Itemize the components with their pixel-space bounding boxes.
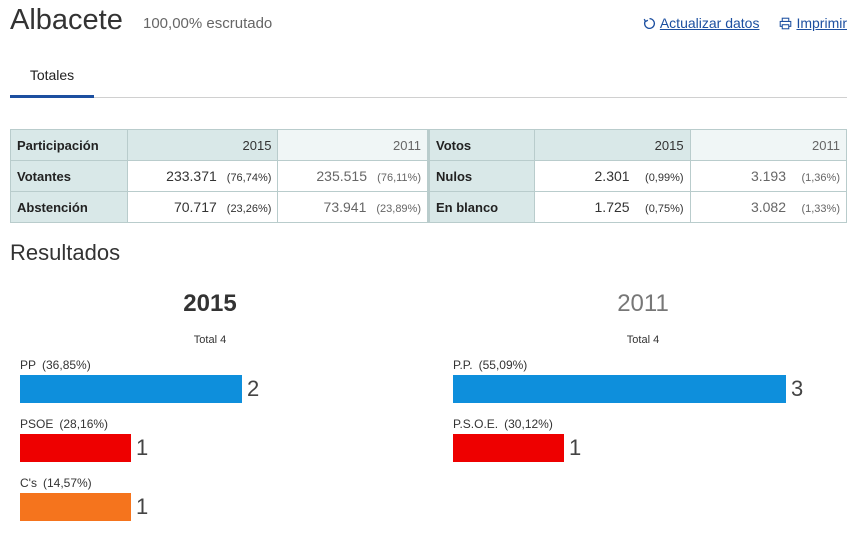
results-2011: 2011 Total 4 P.P. (55,09%) 3 P.S.O.E. (30,12… (443, 290, 843, 462)
results-year: 2011 (617, 290, 669, 317)
year-2011-header: 2011 (277, 129, 428, 161)
row-label: Abstención (10, 191, 128, 223)
party-percentage: (28,16%) (59, 417, 109, 431)
results-total: Total 4 (193, 334, 227, 346)
party-result: P.S.O.E. (30,12%) 1 (453, 417, 581, 463)
cell-2015: 1.725 (0,75%) (534, 191, 691, 223)
summary-tables: Participación 2015 2011 Votantes 233.371… (10, 129, 848, 223)
refresh-data-label: Actualizar datos (659, 15, 760, 31)
participation-table: Participación 2015 2011 Votantes 233.371… (10, 129, 428, 223)
party-bar (20, 493, 131, 521)
cell-2011: 3.082 (1,33%) (689, 191, 848, 223)
print-label: Imprimir (796, 15, 847, 31)
table-header-row: Participación 2015 2011 (10, 129, 428, 161)
party-label: P.S.O.E. (30,12%) (453, 417, 581, 433)
party-name: P.S.O.E. (453, 417, 499, 431)
tab-totales[interactable]: Totales (10, 56, 94, 98)
party-name: PP (20, 358, 37, 372)
party-label: P.P. (55,09%) (453, 358, 803, 374)
party-seats: 1 (136, 494, 149, 519)
cell-2011: 73.941 (23,89%) (277, 191, 428, 223)
results-year: 2015 (183, 290, 237, 317)
party-percentage: (55,09%) (478, 358, 528, 372)
party-label: C's (14,57%) (20, 476, 148, 492)
year-2015-header: 2015 (126, 129, 279, 161)
party-percentage: (30,12%) (504, 417, 553, 431)
page-title: Albacete (10, 4, 123, 36)
year-2011-header: 2011 (689, 129, 848, 161)
party-seats: 1 (136, 435, 149, 460)
party-name: P.P. (453, 358, 473, 372)
party-bar (453, 434, 564, 462)
row-label: Nulos (428, 160, 536, 192)
table-header-row: Votos 2015 2011 (428, 129, 848, 161)
party-result: P.P. (55,09%) 3 (453, 358, 803, 404)
tab-bar: Totales (10, 56, 847, 98)
table-row: Nulos 2.301 (0,99%) 3.193 (1,36%) (428, 160, 848, 192)
party-result: PP (36,85%) 2 (20, 358, 259, 404)
print-link[interactable]: Imprimir (779, 15, 847, 31)
cell-2011: 235.515 (76,11%) (277, 160, 428, 192)
party-name: PSOE (20, 417, 54, 431)
results-total: Total 4 (626, 334, 660, 346)
refresh-data-link[interactable]: Actualizar datos (643, 15, 760, 31)
table-row: Votantes 233.371 (76,74%) 235.515 (76,11%) (10, 160, 428, 192)
party-label: PSOE (28,16%) (20, 417, 148, 433)
party-bar (453, 375, 786, 403)
year-2015-header: 2015 (534, 129, 691, 161)
party-seats: 2 (247, 376, 260, 401)
printer-icon (780, 17, 792, 29)
party-bar (20, 434, 131, 462)
party-label: PP (36,85%) (20, 358, 259, 374)
party-percentage: (14,57%) (42, 476, 92, 490)
results-title: Resultados (10, 240, 121, 265)
results-2015: 2015 Total 4 PP (36,85%) 2 PSOE (28,16%) 1 C's… (10, 290, 410, 521)
cell-2015: 70.717 (23,26%) (126, 191, 279, 223)
refresh-icon (643, 17, 655, 29)
row-label: Votantes (10, 160, 128, 192)
scrutiny-status: 100,00% escrutado (143, 15, 273, 32)
votes-table: Votos 2015 2011 Nulos 2.301 (0,99%) 3.193… (428, 129, 848, 223)
participation-header: Participación (10, 129, 128, 161)
row-label: En blanco (428, 191, 536, 223)
header-actions: Actualizar datos Imprimir (643, 15, 847, 31)
party-seats: 1 (569, 435, 582, 460)
party-name: C's (20, 476, 37, 490)
table-row: Abstención 70.717 (23,26%) 73.941 (23,89%) (10, 191, 428, 223)
cell-2015: 233.371 (76,74%) (126, 160, 279, 192)
cell-2011: 3.193 (1,36%) (689, 160, 848, 192)
party-result: C's (14,57%) 1 (20, 476, 148, 522)
party-percentage: (36,85%) (42, 358, 91, 372)
cell-2015: 2.301 (0,99%) (534, 160, 691, 192)
page-header: Albacete 100,00% escrutado Actualizar da… (10, 0, 847, 48)
table-row: En blanco 1.725 (0,75%) 3.082 (1,33%) (428, 191, 848, 223)
votes-header: Votos (428, 129, 536, 161)
party-bar (20, 375, 242, 403)
party-result: PSOE (28,16%) 1 (20, 417, 148, 463)
party-seats: 3 (791, 376, 804, 401)
